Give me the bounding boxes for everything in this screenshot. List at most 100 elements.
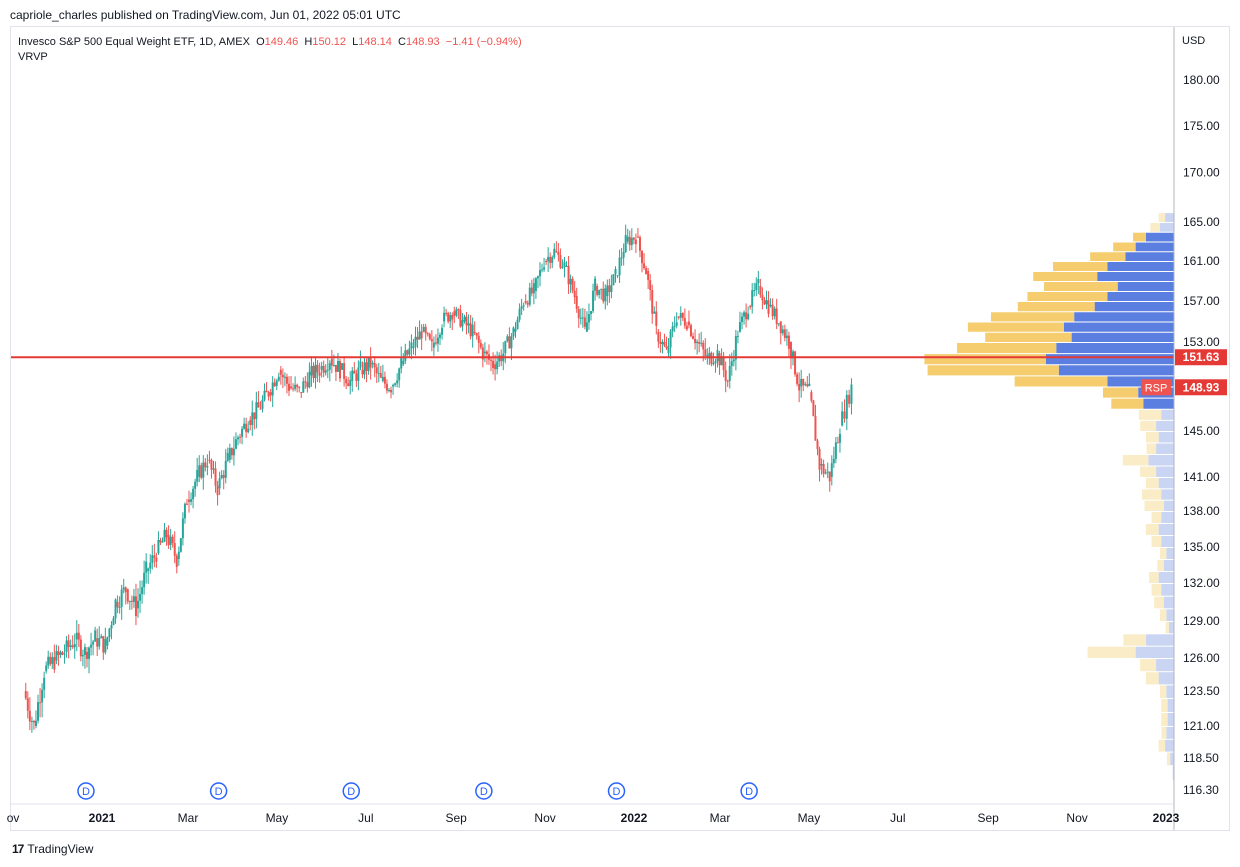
vp-down-bar — [924, 354, 1046, 365]
candle-body — [526, 302, 529, 305]
candle-body — [794, 351, 797, 375]
candle-body — [367, 357, 370, 371]
candle-body — [536, 276, 539, 279]
candle-body — [96, 638, 99, 647]
y-tick-label: 118.50 — [1183, 751, 1219, 765]
candle-body — [236, 437, 239, 440]
candle-body — [612, 274, 615, 286]
candle-body — [73, 644, 76, 648]
vp-up-bar — [1107, 292, 1174, 301]
vp-down-bar — [1161, 699, 1168, 712]
candle-body — [459, 309, 462, 327]
candle-body — [169, 536, 172, 545]
candle-body — [465, 316, 468, 326]
y-tick-label: 145.00 — [1183, 424, 1220, 438]
dividend-marker-icon[interactable] — [209, 782, 228, 800]
vp-down-bar — [1142, 489, 1162, 500]
x-tick-label: Nov — [534, 811, 555, 825]
low-label: L — [352, 36, 359, 48]
candle-body — [292, 388, 295, 390]
candle-body — [83, 647, 86, 655]
candle-body — [843, 411, 846, 419]
dividend-marker-icon[interactable] — [77, 782, 95, 800]
candle-body — [626, 236, 629, 242]
open-label: O — [256, 36, 265, 48]
candle-body — [761, 294, 764, 301]
vp-up-bar — [1058, 365, 1174, 376]
candle-body — [596, 286, 599, 295]
candle-body — [300, 392, 303, 394]
x-tick-label: 2023 — [1153, 811, 1180, 825]
candle-body — [157, 539, 160, 553]
candle-body — [655, 311, 658, 326]
vp-down-bar — [1140, 659, 1157, 672]
candle-body — [743, 312, 746, 317]
vp-up-bar — [1161, 584, 1174, 596]
candle-body — [789, 342, 792, 359]
y-tick-label: 180.00 — [1183, 73, 1220, 87]
vp-down-bar — [1033, 272, 1098, 281]
candle-body — [622, 252, 625, 258]
vp-up-bar — [1166, 548, 1174, 559]
candle-body — [245, 423, 248, 433]
candle-body — [424, 326, 427, 334]
candle-body — [206, 466, 209, 468]
vp-down-bar — [985, 332, 1072, 342]
candle-body — [841, 411, 844, 426]
candle-body — [769, 304, 772, 307]
candle-body — [114, 599, 117, 619]
vp-down-bar — [1123, 634, 1146, 646]
candle-body — [773, 308, 776, 317]
candle-body — [481, 347, 484, 360]
price-label-box — [1175, 349, 1227, 366]
vp-up-bar — [1074, 312, 1174, 322]
candle-body — [492, 360, 495, 368]
candle-body — [530, 287, 533, 294]
dividend-marker-icon[interactable] — [740, 782, 758, 800]
vp-up-bar — [1167, 699, 1174, 712]
candle-body — [294, 384, 297, 389]
candle-body — [506, 336, 509, 342]
candle-body — [112, 618, 115, 626]
candle-body — [473, 331, 476, 333]
candle-body — [247, 428, 250, 433]
candle-body — [700, 342, 703, 344]
x-tick-label: Sep — [446, 811, 468, 825]
candle-body — [453, 311, 456, 316]
vp-down-bar — [1014, 376, 1108, 387]
candle-body — [255, 402, 258, 420]
candle-body — [24, 691, 27, 699]
candle-body — [26, 698, 29, 711]
candle-body — [826, 471, 829, 473]
candle-body — [657, 331, 660, 342]
dividend-marker-icon[interactable] — [607, 782, 626, 800]
vp-down-bar — [1165, 622, 1169, 634]
candle-body — [779, 321, 782, 334]
candle-body — [161, 541, 164, 543]
candle-body — [216, 485, 219, 496]
candle-body — [706, 355, 709, 357]
publisher-line: capriole_charles published on TradingVie… — [10, 8, 401, 22]
vp-up-bar — [1117, 282, 1174, 291]
candle-body — [345, 379, 348, 384]
vp-up-bar — [1158, 524, 1174, 535]
footer-brand[interactable]: TradingView — [27, 842, 94, 856]
indicator-label[interactable]: VRVP — [18, 51, 48, 63]
candle-body — [183, 503, 186, 519]
candle-body — [614, 269, 617, 275]
candle-body — [122, 587, 125, 590]
candle-body — [392, 384, 395, 387]
vp-up-bar — [1107, 376, 1174, 387]
vp-up-bar — [1163, 560, 1174, 571]
vp-down-bar — [1111, 398, 1144, 409]
dividend-marker-icon[interactable] — [475, 782, 493, 800]
candle-body — [163, 529, 166, 542]
candle-body — [687, 321, 690, 326]
candle-body — [253, 412, 256, 420]
candle-body — [43, 677, 46, 690]
candle-body — [204, 462, 207, 468]
candle-body — [643, 263, 646, 269]
candle-body — [259, 408, 262, 410]
dividend-marker-icon[interactable] — [342, 782, 360, 800]
